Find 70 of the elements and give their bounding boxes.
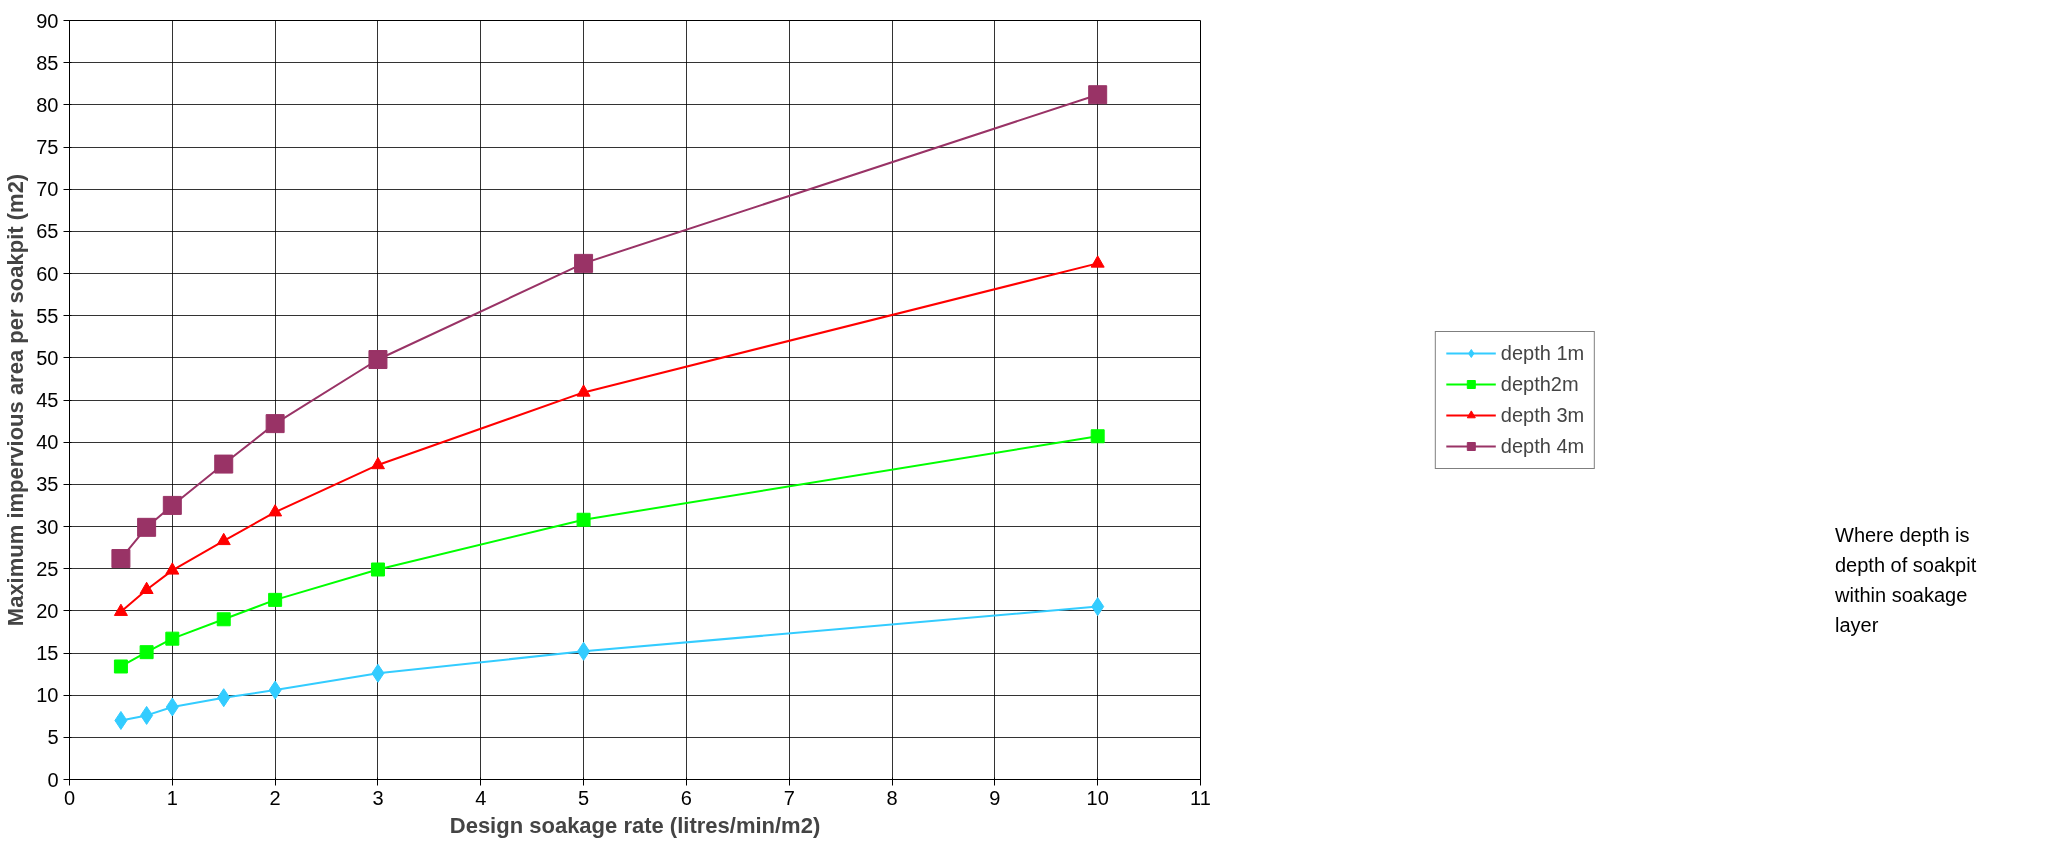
legend-label: depth 1m [1500,341,1585,365]
x-tick-label: 7 [783,786,795,809]
y-axis-title: Maximum impervious area per soakpit (m2) [3,173,29,627]
x-tick-label: 8 [886,786,898,809]
x-tick-label: 1 [166,786,178,809]
x-tick-label: 2 [269,786,281,809]
point [113,659,128,674]
text: Where depth is depth of soakpit within soakage layer [1835,523,1978,638]
point [1090,255,1105,268]
x-tick-label: 5 [578,786,590,809]
point [162,495,182,515]
point [216,532,231,546]
x-axis-title: Design soakage rate (litres/min/m2) [449,812,821,838]
point [371,663,385,683]
y-tick-label: 25 [36,557,59,580]
y-tick-label: 55 [36,304,59,327]
point [217,688,231,708]
y-tick-label: 85 [36,51,59,74]
point [268,504,283,517]
point [165,562,180,575]
y-tick-label: 15 [36,642,59,664]
x-tick-label: 4 [475,786,487,809]
x-tick-label: 3 [372,786,384,809]
x-tick-label: 11 [1190,786,1211,809]
legend-label: depth 3m [1500,403,1585,427]
y-tick-label: 60 [36,262,59,285]
x-tick-label: 6 [680,786,692,809]
y-tick-label: 80 [36,93,59,116]
legend-label: depth2m [1500,372,1579,396]
point [139,645,154,660]
point [214,454,234,474]
point [368,350,388,370]
point [268,592,283,607]
y-tick-label: 10 [36,684,59,707]
point [268,680,282,700]
y-tick-label: 35 [36,473,59,496]
point [370,456,385,470]
y-tick-label: 50 [36,346,59,369]
x-tick-label: 0 [63,786,76,809]
y-tick-label: 45 [36,389,59,411]
point [576,384,591,397]
y-tick-label: 90 [36,9,59,32]
point [370,562,385,577]
point [574,253,594,273]
y-tick-label: 30 [36,515,59,538]
y-tick-label: 75 [36,136,59,158]
point [577,641,591,661]
point [165,631,180,646]
point [165,697,179,717]
y-tick-label: 65 [36,220,59,243]
point [216,612,231,627]
point [137,517,157,537]
point [111,549,131,569]
y-tick-label: 70 [36,178,59,201]
x-tick-label: 10 [1086,786,1109,809]
y-tick-label: 0 [47,768,59,791]
legend-label: depth 4m [1500,434,1585,458]
point [114,710,128,730]
x-tick-label: 9 [989,786,1001,809]
point [265,414,285,434]
point [140,705,154,725]
point [576,512,591,527]
point [1088,85,1108,105]
point [1090,429,1105,444]
point [139,581,154,594]
point [113,603,128,616]
y-tick-label: 40 [36,431,59,454]
point [1091,597,1105,617]
y-tick-label: 20 [36,599,59,622]
y-tick-label: 5 [47,726,59,749]
